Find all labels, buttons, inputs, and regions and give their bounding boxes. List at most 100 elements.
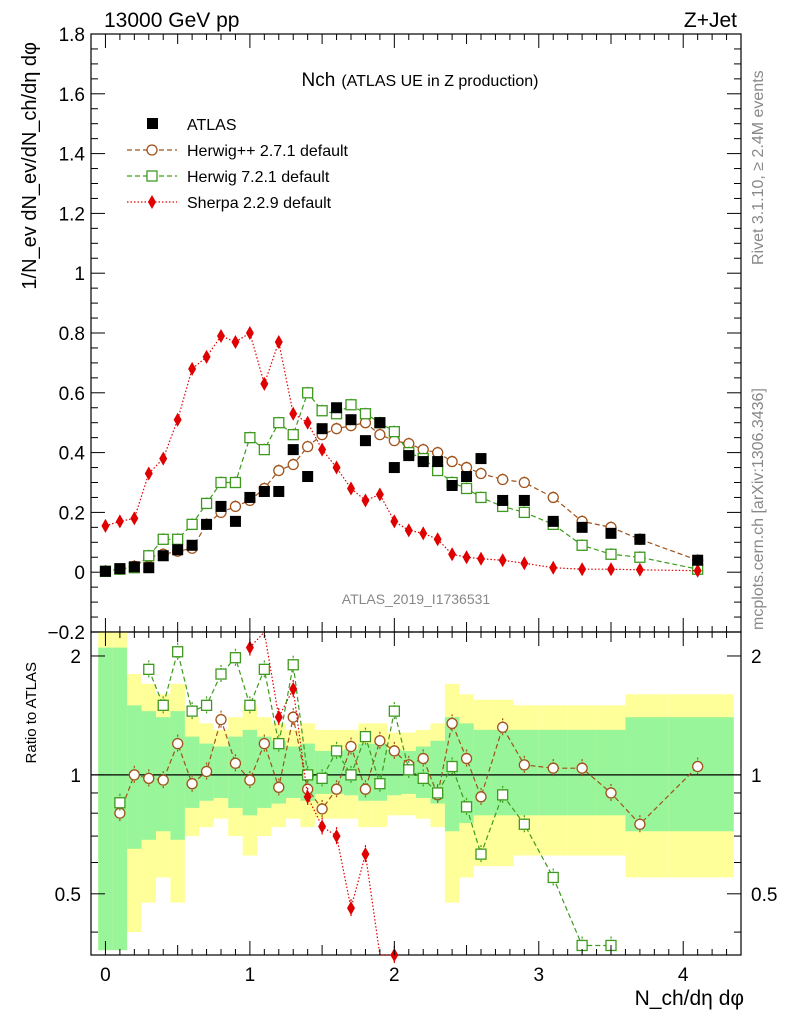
band-inner-bin — [387, 749, 402, 796]
ratio-series-sherpa-2-2-9-default — [245, 630, 399, 964]
legend: ATLAS Herwig++ 2.7.1 default Herwig 7.2.… — [127, 117, 349, 212]
data-point — [188, 361, 197, 376]
data-point — [303, 415, 312, 430]
header-energy: 13000 GeV pp — [104, 9, 239, 32]
data-point — [287, 444, 299, 456]
y-axis-title: 1/N_ev dN_ev/dN_ch/dη dφ — [19, 42, 41, 290]
data-point — [143, 562, 155, 574]
legend-entry-herwigpp: Herwig++ 2.7.1 default — [127, 143, 349, 160]
data-point — [157, 550, 169, 562]
legend-marker-atlas — [147, 118, 158, 129]
ratio-point — [114, 797, 126, 809]
data-point — [549, 560, 558, 575]
band-inner-bin — [184, 736, 200, 808]
ratio-point — [157, 699, 169, 711]
legend-marker-herwig7 — [146, 170, 158, 182]
data-point — [448, 547, 457, 562]
legend-label-herwig7: Herwig 7.2.1 default — [187, 169, 330, 186]
ratio-point — [460, 801, 473, 813]
data-point — [215, 476, 227, 489]
ratio-y-ticks: 0.5 0.5 1 1 2 2 — [55, 647, 777, 933]
data-point — [634, 551, 646, 563]
ratio-point — [200, 699, 213, 711]
data-point — [388, 426, 400, 438]
rivet-label: Rivet 3.1.10, ≥ 2.4M events — [750, 70, 767, 265]
data-point — [215, 500, 227, 512]
ratio-point — [229, 652, 242, 664]
data-point — [202, 349, 211, 364]
x-tick-label: 1 — [245, 965, 256, 986]
ratio-point — [361, 847, 370, 862]
ratio-point — [244, 774, 256, 786]
data-point — [634, 533, 646, 545]
data-point — [130, 511, 139, 526]
ratio-point — [128, 769, 140, 781]
data-point — [128, 561, 140, 573]
y-tick-label: 0.8 — [59, 324, 85, 345]
mcplots-label: mcplots.cern.ch [arXiv:1306.3436] — [750, 388, 767, 630]
ratio-point — [245, 640, 254, 655]
ratio-plot: 0.5 0.5 1 1 2 2 — [55, 630, 777, 964]
data-point — [375, 487, 384, 502]
x-tick-label: 4 — [678, 965, 689, 986]
ratio-point — [417, 752, 429, 765]
ratio-point — [186, 705, 198, 717]
ratio-tick-label-right: 2 — [751, 647, 762, 668]
data-point — [229, 515, 241, 527]
ratio-axis-title: Ratio to ATLAS — [23, 662, 40, 763]
plot-title-sub: (ATLAS UE in Z production) — [341, 73, 538, 90]
data-point — [201, 518, 213, 530]
y-tick-label: 1.4 — [59, 145, 86, 166]
ratio-point — [316, 803, 328, 815]
ratio-point — [157, 774, 169, 786]
data-point — [605, 548, 617, 560]
data-point — [635, 562, 644, 577]
data-point — [231, 334, 240, 349]
y-tick-label: 1.6 — [59, 85, 85, 106]
data-point — [302, 440, 314, 453]
ratio-point — [289, 681, 298, 696]
ratio-point — [359, 783, 372, 795]
y-tick-label: 0 — [74, 563, 85, 584]
data-point — [497, 494, 509, 506]
data-point — [605, 527, 617, 539]
legend-entry-atlas: ATLAS — [147, 117, 237, 134]
band-inner-bin — [329, 750, 344, 794]
main-plot: −0.2 0 0.2 0.4 0.6 0.8 1 1.2 1.4 1.6 1.8 — [47, 25, 742, 644]
legend-label-atlas: ATLAS — [187, 117, 237, 134]
ratio-point — [143, 772, 155, 785]
ratio-point — [287, 711, 299, 723]
ratio-point — [244, 699, 256, 711]
legend-entry-sherpa: Sherpa 2.2.9 default — [127, 195, 332, 212]
data-point — [475, 491, 487, 504]
x-axis-title: N_ch/dη dφ — [635, 987, 744, 1010]
ratio-point — [330, 745, 343, 757]
data-point — [461, 471, 473, 483]
data-point — [172, 544, 184, 556]
series-atlas — [99, 402, 704, 577]
ratio-point — [374, 778, 386, 790]
data-point — [518, 494, 530, 506]
band-inner-bin — [668, 717, 734, 832]
ratio-point — [186, 778, 198, 790]
x-tick-label: 2 — [389, 965, 400, 986]
ratio-point — [215, 713, 227, 726]
plot-title: Nch (ATLAS UE in Z production) — [302, 70, 539, 91]
legend-entry-herwig7: Herwig 7.2.1 default — [127, 169, 330, 186]
y-tick-label: 0.6 — [59, 384, 85, 405]
data-point — [388, 462, 400, 474]
data-point — [99, 565, 111, 577]
series-sherpa-2-2-9-default — [101, 326, 702, 578]
ratio-point — [172, 737, 184, 750]
ratio-point — [475, 848, 487, 860]
data-point — [475, 467, 487, 480]
ratio-point — [274, 710, 283, 725]
data-point — [374, 429, 386, 441]
ratio-tick-label: 1 — [70, 766, 81, 787]
ratio-point — [497, 789, 509, 801]
data-point — [361, 493, 370, 508]
data-point — [144, 466, 153, 481]
data-point — [157, 533, 169, 545]
data-point — [114, 563, 126, 575]
